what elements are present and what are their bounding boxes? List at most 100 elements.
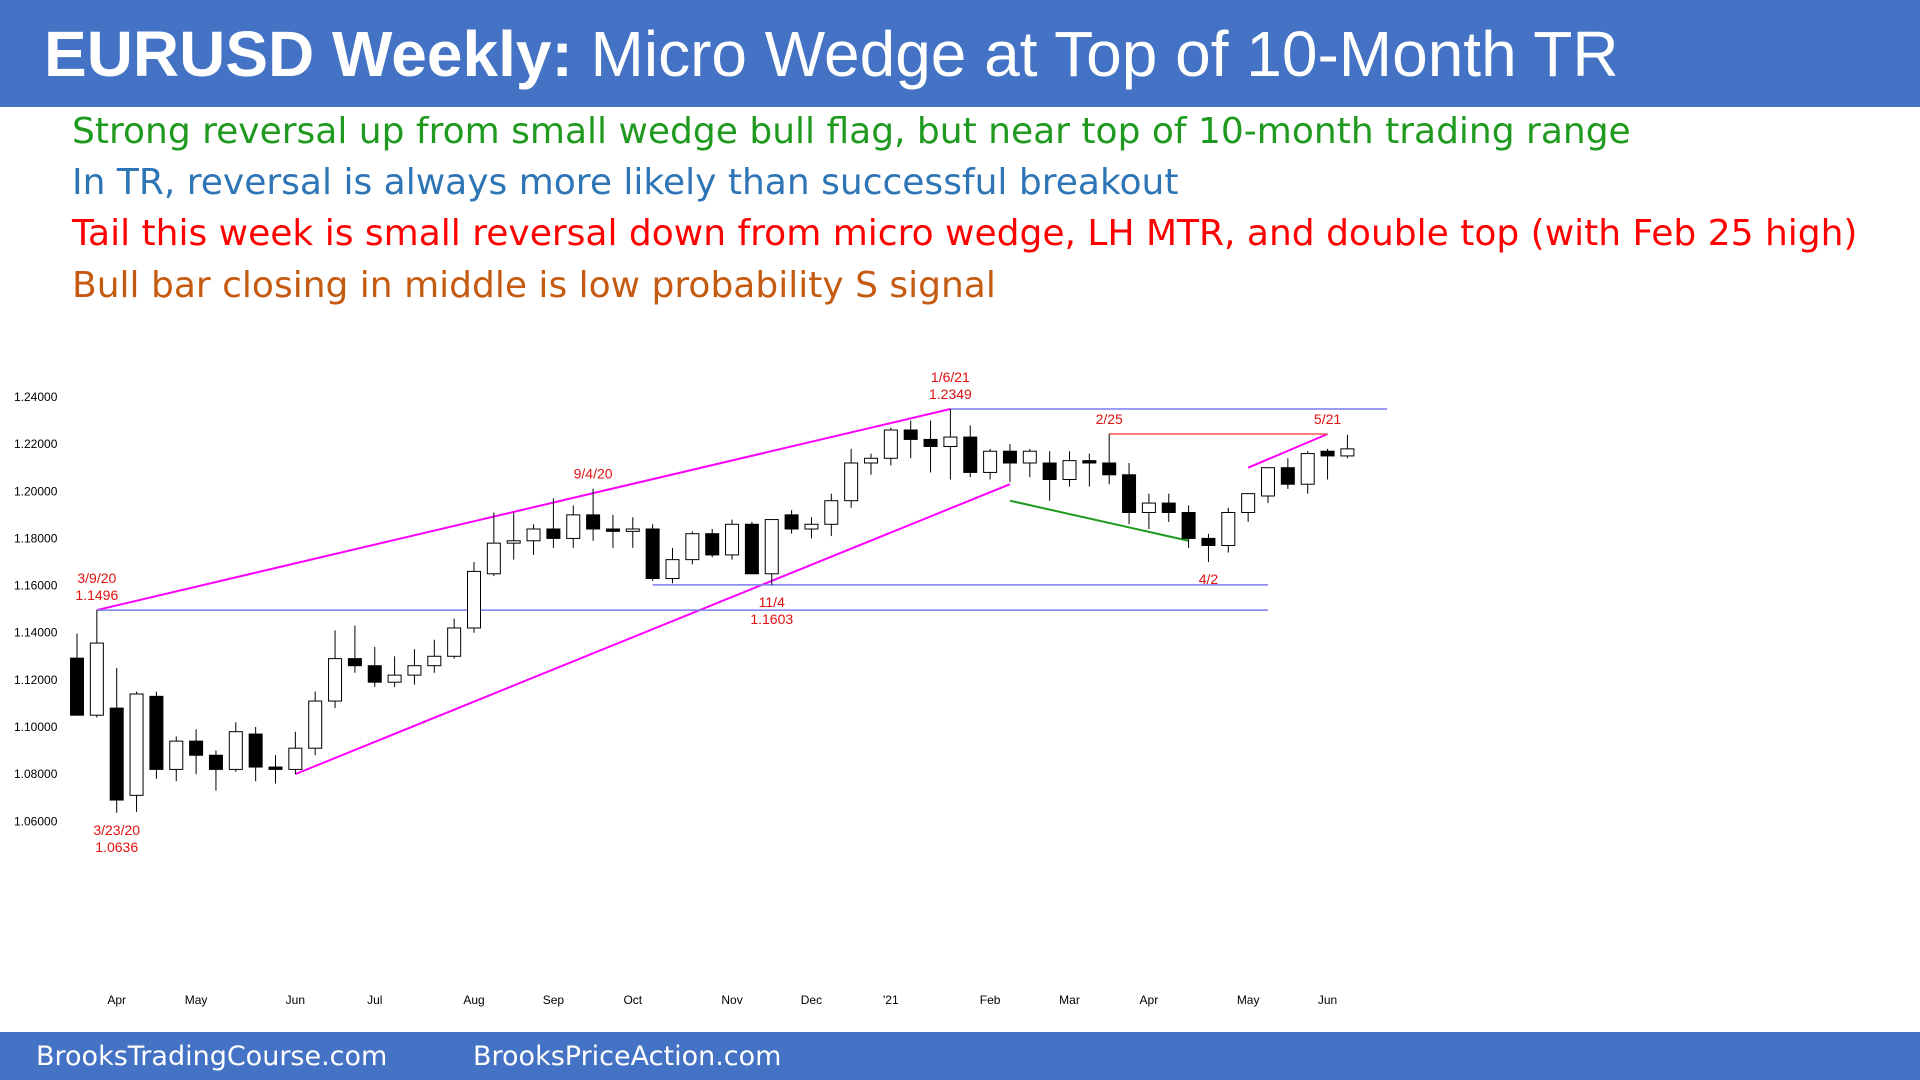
x-tick-label: Dec <box>801 993 822 1007</box>
bull-candle <box>467 570 481 629</box>
bear-candle <box>784 514 799 530</box>
footer-link-trading-course[interactable]: BrooksTradingCourse.com <box>36 1041 388 1072</box>
bull-candle <box>864 457 878 464</box>
y-tick-label: 1.18000 <box>14 531 58 545</box>
x-tick-label: '21 <box>883 993 899 1007</box>
line-wedge-upper <box>96 408 951 612</box>
bull-candle <box>308 700 323 749</box>
bull-candle <box>804 523 819 530</box>
bull-candle <box>447 627 462 657</box>
annotation-label: 9/4/20 <box>574 466 613 482</box>
bear-candle <box>744 523 759 575</box>
annotation-label: 1.0636 <box>95 839 138 855</box>
bull-candle <box>506 540 521 544</box>
bull-candle <box>228 731 243 770</box>
line-micro-wedge <box>1247 433 1328 469</box>
bull-candle <box>725 523 740 556</box>
bull-candle <box>1062 460 1077 480</box>
x-tick-label: Nov <box>721 993 742 1007</box>
bull-candle <box>169 740 184 770</box>
y-tick-label: 1.14000 <box>14 626 58 640</box>
title-subject: Micro Wedge at Top of 10-Month TR <box>572 18 1619 90</box>
bull-candle <box>1261 467 1275 497</box>
bull-candle <box>526 528 541 542</box>
bear-candle <box>1002 450 1017 464</box>
annotation-label: 2/25 <box>1096 411 1123 427</box>
footer-bar: BrooksTradingCourse.com BrooksPriceActio… <box>0 1032 1920 1080</box>
bear-candle <box>1181 511 1196 539</box>
bull-candle <box>1022 450 1037 464</box>
y-tick-label: 1.06000 <box>14 814 58 828</box>
x-tick-label: May <box>1237 993 1260 1007</box>
bull-candle <box>685 533 700 561</box>
bull-candle <box>328 658 343 702</box>
bull-candle <box>407 665 422 676</box>
bull-candle <box>387 674 402 683</box>
annotation-label: 3/23/20 <box>93 822 140 838</box>
y-tick-label: 1.20000 <box>14 484 58 498</box>
bull-candle <box>89 642 104 716</box>
bull-candle <box>943 436 958 447</box>
y-tick-label: 1.12000 <box>14 673 58 687</box>
bear-candle <box>347 658 362 667</box>
annotation-label: 1.1603 <box>750 611 793 627</box>
bull-candle <box>665 559 680 579</box>
note-line-4: Bull bar closing in middle is low probab… <box>72 265 996 306</box>
bear-candle <box>705 533 720 556</box>
bear-candle <box>923 438 938 447</box>
bull-candle <box>883 429 898 459</box>
bear-candle <box>189 740 204 756</box>
bull-candle <box>1340 448 1355 457</box>
bull-candle <box>983 450 998 473</box>
x-tick-label: Aug <box>463 993 484 1007</box>
bear-candle <box>149 695 164 770</box>
bull-candle <box>427 655 442 667</box>
bear-candle <box>367 665 382 683</box>
bear-candle <box>268 766 283 770</box>
x-tick-label: Mar <box>1059 993 1080 1007</box>
note-line-1: Strong reversal up from small wedge bull… <box>72 111 1631 152</box>
annotation-label: 1/6/21 <box>931 369 970 385</box>
line-bull-flag <box>1009 499 1189 542</box>
bear-candle <box>1201 537 1216 546</box>
x-tick-label: May <box>185 993 208 1007</box>
bear-candle <box>645 528 660 579</box>
y-tick-label: 1.22000 <box>14 437 58 451</box>
bull-candle <box>129 693 144 796</box>
bull-candle <box>625 528 640 532</box>
bear-candle <box>605 528 620 532</box>
y-tick-label: 1.10000 <box>14 720 58 734</box>
x-tick-label: Feb <box>980 993 1001 1007</box>
bear-candle <box>586 514 601 530</box>
bull-candle <box>1241 493 1256 513</box>
x-tick-label: Sep <box>543 993 565 1007</box>
bear-candle <box>1082 460 1097 464</box>
annotation-label: 11/4 <box>759 594 785 610</box>
bear-candle <box>1122 474 1137 513</box>
bull-candle <box>1300 453 1315 485</box>
bear-candle <box>1042 462 1057 480</box>
footer-link-price-action[interactable]: BrooksPriceAction.com <box>473 1041 782 1072</box>
annotation-label: 1.2349 <box>929 386 972 402</box>
price-chart: 1.24000 1.22000 1.20000 1.18000 1.16000 1.140… <box>14 369 1388 1007</box>
annotation-label: 5/21 <box>1314 411 1341 427</box>
bear-candle <box>109 707 124 801</box>
bull-candle <box>288 747 303 770</box>
bear-candle <box>963 436 978 473</box>
x-tick-label: Jul <box>367 993 382 1007</box>
x-tick-label: Jun <box>1318 993 1337 1007</box>
title-symbol: EURUSD Weekly: <box>44 18 573 90</box>
annotation-label: 3/9/20 <box>77 570 116 586</box>
bear-candle <box>546 528 561 539</box>
bear-candle <box>903 429 918 440</box>
bear-candle <box>1280 467 1295 485</box>
bear-candle <box>208 754 223 770</box>
x-tick-label: Apr <box>1140 993 1159 1007</box>
y-tick-label: 1.08000 <box>14 767 58 781</box>
bear-candle <box>1320 450 1335 457</box>
bear-candle <box>1161 502 1176 513</box>
bull-candle <box>566 514 581 539</box>
bull-candle <box>1221 511 1236 546</box>
annotation-label: 4/2 <box>1199 571 1219 587</box>
x-tick-label: Jun <box>286 993 305 1007</box>
